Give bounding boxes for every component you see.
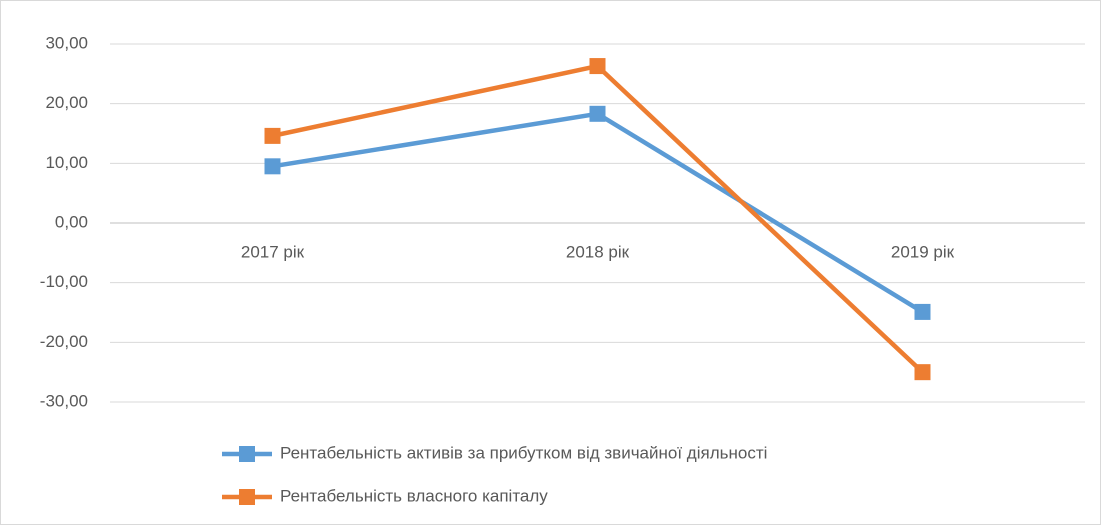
legend-marker <box>239 489 255 505</box>
y-tick-label: -10,00 <box>40 272 88 291</box>
legend-label: Рентабельність власного капіталу <box>280 486 548 505</box>
data-point <box>914 364 931 381</box>
y-tick-label: 20,00 <box>45 93 88 112</box>
x-tick-label: 2018 рік <box>566 242 630 261</box>
y-tick-label: 10,00 <box>45 153 88 172</box>
y-tick-label: 0,00 <box>55 212 88 231</box>
legend-marker <box>239 446 255 462</box>
x-tick-label: 2017 рік <box>241 242 305 261</box>
y-tick-label: 30,00 <box>45 33 88 52</box>
legend-label: Рентабельність активів за прибутком від … <box>280 443 767 462</box>
y-tick-label: -20,00 <box>40 332 88 351</box>
data-point <box>589 58 606 75</box>
data-point <box>264 158 281 175</box>
data-point <box>914 303 931 320</box>
y-tick-label: -30,00 <box>40 391 88 410</box>
x-tick-label: 2019 рік <box>891 242 955 261</box>
data-point <box>589 105 606 122</box>
data-point <box>264 127 281 144</box>
